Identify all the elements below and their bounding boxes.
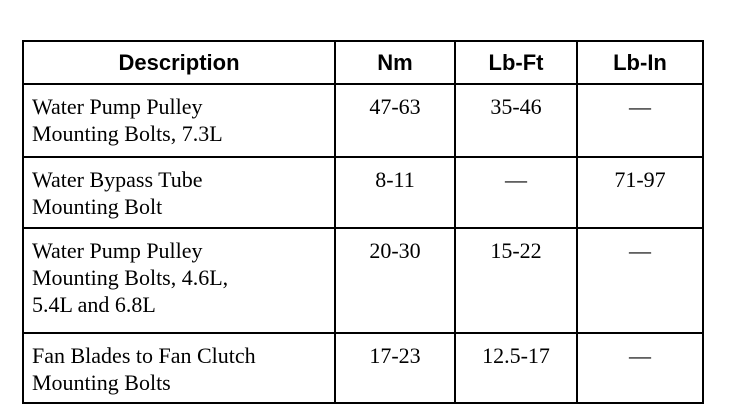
table-row: Water Pump Pulley Mounting Bolts, 4.6L, 5.…	[22, 227, 704, 334]
description-line: Mounting Bolts, 7.3L	[32, 121, 223, 146]
table-row: Fan Blades to Fan Clutch Mounting Bolts 17…	[22, 332, 704, 404]
value-cell: —	[576, 332, 704, 404]
value-cell: 8-11	[334, 156, 456, 229]
header-cell: Nm	[334, 40, 456, 85]
header-cell: Description	[22, 40, 336, 85]
header-row: Description Nm Lb-Ft Lb-In	[22, 40, 704, 85]
description-line: Mounting Bolt	[32, 194, 163, 219]
header-cell: Lb-In	[576, 40, 704, 85]
value-cell: —	[576, 83, 704, 158]
table-row: Water Bypass Tube Mounting Bolt 8-11—71-97	[22, 156, 704, 229]
description-cell: Fan Blades to Fan Clutch Mounting Bolts	[22, 332, 336, 404]
value-cell: 12.5-17	[454, 332, 578, 404]
value-cell: —	[454, 156, 578, 229]
description-line: Water Bypass Tube	[32, 167, 203, 192]
header-cell: Lb-Ft	[454, 40, 578, 85]
value-cell: 35-46	[454, 83, 578, 158]
table-row: Water Pump Pulley Mounting Bolts, 7.3L 47-…	[22, 83, 704, 158]
description-cell: Water Pump Pulley Mounting Bolts, 7.3L	[22, 83, 336, 158]
description-cell: Water Bypass Tube Mounting Bolt	[22, 156, 336, 229]
description-cell: Water Pump Pulley Mounting Bolts, 4.6L, 5.…	[22, 227, 336, 334]
value-cell: —	[576, 227, 704, 334]
description-line: Mounting Bolts, 4.6L,	[32, 265, 229, 290]
description-line: Fan Blades to Fan Clutch	[32, 343, 256, 368]
value-cell: 20-30	[334, 227, 456, 334]
value-cell: 47-63	[334, 83, 456, 158]
value-cell: 71-97	[576, 156, 704, 229]
value-cell: 17-23	[334, 332, 456, 404]
value-cell: 15-22	[454, 227, 578, 334]
description-line: Water Pump Pulley	[32, 94, 203, 119]
description-line: Mounting Bolts	[32, 370, 171, 395]
description-line: Water Pump Pulley	[32, 238, 203, 263]
description-line: 5.4L and 6.8L	[32, 292, 156, 317]
torque-table: Description Nm Lb-Ft Lb-In Water Pump Pulley…	[22, 40, 704, 404]
